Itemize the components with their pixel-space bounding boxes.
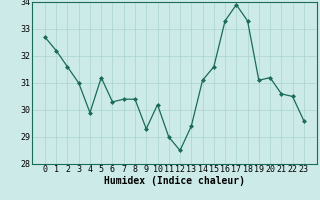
X-axis label: Humidex (Indice chaleur): Humidex (Indice chaleur)	[104, 176, 245, 186]
